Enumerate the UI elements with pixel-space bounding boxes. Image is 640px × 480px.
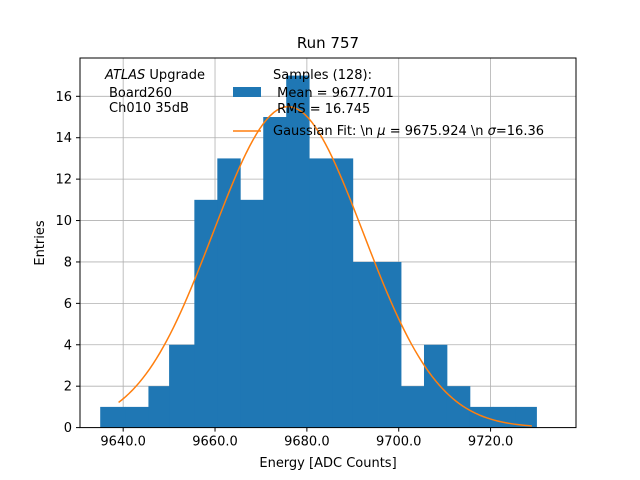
y-axis-ticks: 0 2 4 6 8 10 12 14 16	[55, 90, 80, 436]
histogram-bars	[100, 75, 537, 428]
y-tick-label-4: 8	[64, 255, 72, 270]
histogram-bar-6	[240, 199, 264, 428]
x-tick-label-1: 9660.0	[192, 435, 238, 450]
histogram-bar-1	[125, 406, 149, 428]
histogram-bar-9	[309, 158, 333, 428]
legend-samples-swatch	[233, 87, 261, 97]
y-tick-label-1: 2	[64, 380, 72, 395]
legend-fit-label: Gaussian Fit: \n μ = 9675.924 \n σ=16.36	[273, 124, 544, 139]
atlas-annotation: ATLAS Upgrade Board260 Ch010 35dB	[104, 68, 205, 116]
annotation-atlas: ATLAS	[104, 68, 145, 83]
svg-text:ATLAS Upgrade: ATLAS Upgrade	[104, 68, 205, 83]
chart-title: Run 757	[297, 34, 359, 52]
annotation-board: Board260	[109, 86, 172, 101]
histogram-bar-10	[332, 158, 354, 428]
gaussian-fit-curve	[118, 105, 532, 427]
histogram-bar-8	[286, 75, 310, 428]
y-tick-label-6: 12	[55, 173, 72, 188]
x-tick-label-0: 9640.0	[100, 435, 146, 450]
histogram-bar-16	[469, 406, 494, 428]
histogram-bar-17	[492, 406, 517, 428]
histogram-bar-7	[263, 117, 287, 428]
x-axis-label: Energy [ADC Counts]	[259, 456, 396, 471]
histogram-bar-12	[378, 261, 402, 428]
y-axis-label: Entries	[33, 220, 48, 266]
histogram-bar-5	[217, 158, 241, 428]
x-tick-label-4: 9720.0	[468, 435, 514, 450]
histogram-bar-13	[401, 386, 425, 428]
annotation-upgrade: Upgrade	[149, 68, 205, 83]
histogram-bar-2	[148, 386, 170, 428]
legend: Samples (128): Mean = 9677.701 RMS = 16.…	[233, 68, 544, 139]
histogram-bar-3	[169, 344, 195, 428]
x-tick-label-3: 9700.0	[376, 435, 422, 450]
legend-samples-line1: Samples (128):	[273, 68, 372, 83]
plot-frame	[79, 57, 577, 429]
histogram-bar-18	[515, 406, 537, 428]
histogram-bar-0	[100, 406, 126, 428]
histogram-bar-15	[446, 386, 471, 428]
legend-samples-line3: RMS = 16.745	[273, 102, 370, 117]
histogram-bar-4	[194, 199, 218, 428]
y-tick-label-7: 14	[55, 131, 72, 146]
histogram-bar-14	[423, 344, 448, 428]
y-tick-label-0: 0	[64, 421, 72, 436]
y-tick-label-2: 4	[64, 338, 72, 353]
x-tick-label-2: 9680.0	[284, 435, 330, 450]
x-axis-ticks: 9640.0 9660.0 9680.0 9700.0 9720.0	[100, 427, 514, 450]
legend-samples-line2: Mean = 9677.701	[273, 86, 394, 101]
y-tick-label-8: 16	[55, 90, 72, 105]
histogram-bar-11	[352, 261, 379, 428]
annotation-channel: Ch010 35dB	[109, 101, 189, 116]
y-tick-label-5: 10	[55, 214, 72, 229]
y-tick-label-3: 6	[64, 297, 72, 312]
